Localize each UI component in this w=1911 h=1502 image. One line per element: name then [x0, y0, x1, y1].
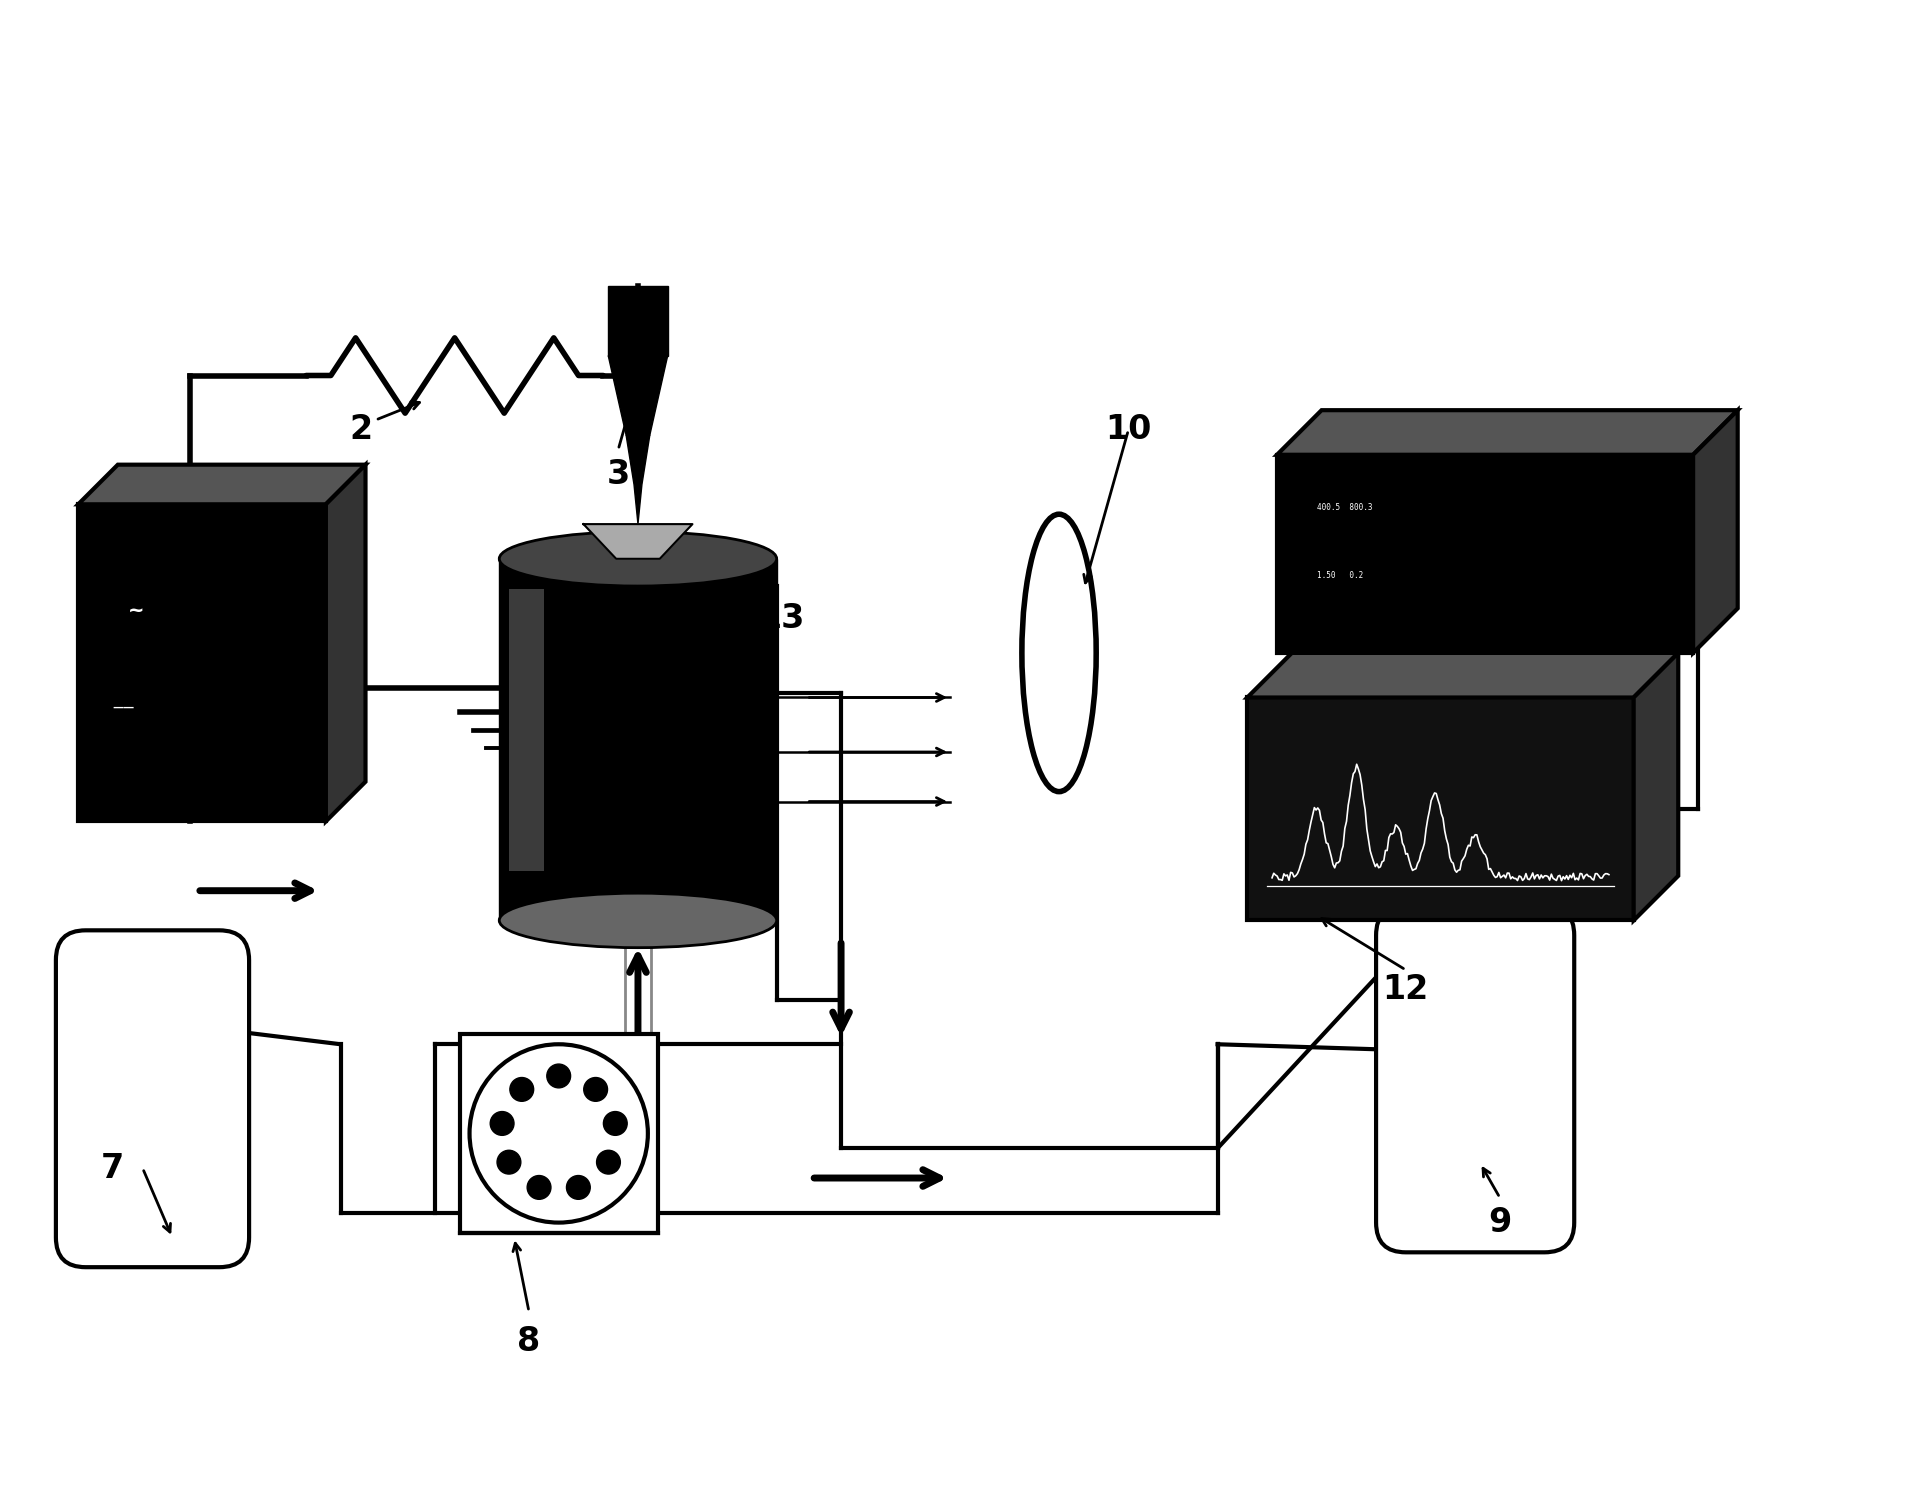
- Ellipse shape: [1022, 514, 1097, 792]
- Polygon shape: [1248, 697, 1634, 921]
- Polygon shape: [583, 524, 692, 559]
- Circle shape: [497, 1151, 522, 1175]
- Polygon shape: [1248, 653, 1678, 697]
- Polygon shape: [1693, 410, 1737, 653]
- Text: 12: 12: [1384, 973, 1429, 1006]
- FancyBboxPatch shape: [55, 930, 248, 1268]
- Polygon shape: [1277, 410, 1737, 455]
- Circle shape: [510, 1077, 533, 1101]
- Polygon shape: [1634, 653, 1678, 921]
- Polygon shape: [1277, 455, 1693, 653]
- Polygon shape: [608, 356, 667, 436]
- Polygon shape: [78, 464, 365, 505]
- FancyBboxPatch shape: [1376, 906, 1575, 1253]
- Polygon shape: [78, 505, 327, 822]
- Text: 6: 6: [745, 820, 768, 853]
- Text: ~: ~: [128, 601, 143, 619]
- Circle shape: [470, 1044, 648, 1223]
- Circle shape: [604, 1111, 627, 1136]
- Ellipse shape: [499, 894, 776, 948]
- Text: 2: 2: [350, 413, 373, 446]
- Text: ——: ——: [113, 703, 136, 712]
- Text: 1.50   0.2: 1.50 0.2: [1317, 571, 1363, 580]
- Text: 3: 3: [606, 458, 631, 491]
- Circle shape: [547, 1063, 571, 1087]
- Polygon shape: [499, 559, 776, 921]
- Circle shape: [566, 1176, 590, 1199]
- Text: 4: 4: [745, 721, 768, 754]
- Text: 5: 5: [745, 775, 768, 808]
- Polygon shape: [508, 589, 545, 871]
- Polygon shape: [627, 436, 650, 524]
- Text: 8: 8: [518, 1325, 541, 1358]
- Text: 400.5  800.3: 400.5 800.3: [1317, 503, 1372, 512]
- Ellipse shape: [499, 532, 776, 586]
- Text: 7: 7: [101, 1152, 124, 1185]
- Text: 10: 10: [1105, 413, 1152, 446]
- Polygon shape: [327, 464, 365, 822]
- Circle shape: [527, 1176, 550, 1199]
- Text: 9: 9: [1489, 1206, 1512, 1239]
- Circle shape: [491, 1111, 514, 1136]
- Circle shape: [596, 1151, 621, 1175]
- Polygon shape: [608, 287, 667, 356]
- Text: 13: 13: [759, 602, 805, 635]
- Polygon shape: [461, 1035, 657, 1233]
- Circle shape: [583, 1077, 608, 1101]
